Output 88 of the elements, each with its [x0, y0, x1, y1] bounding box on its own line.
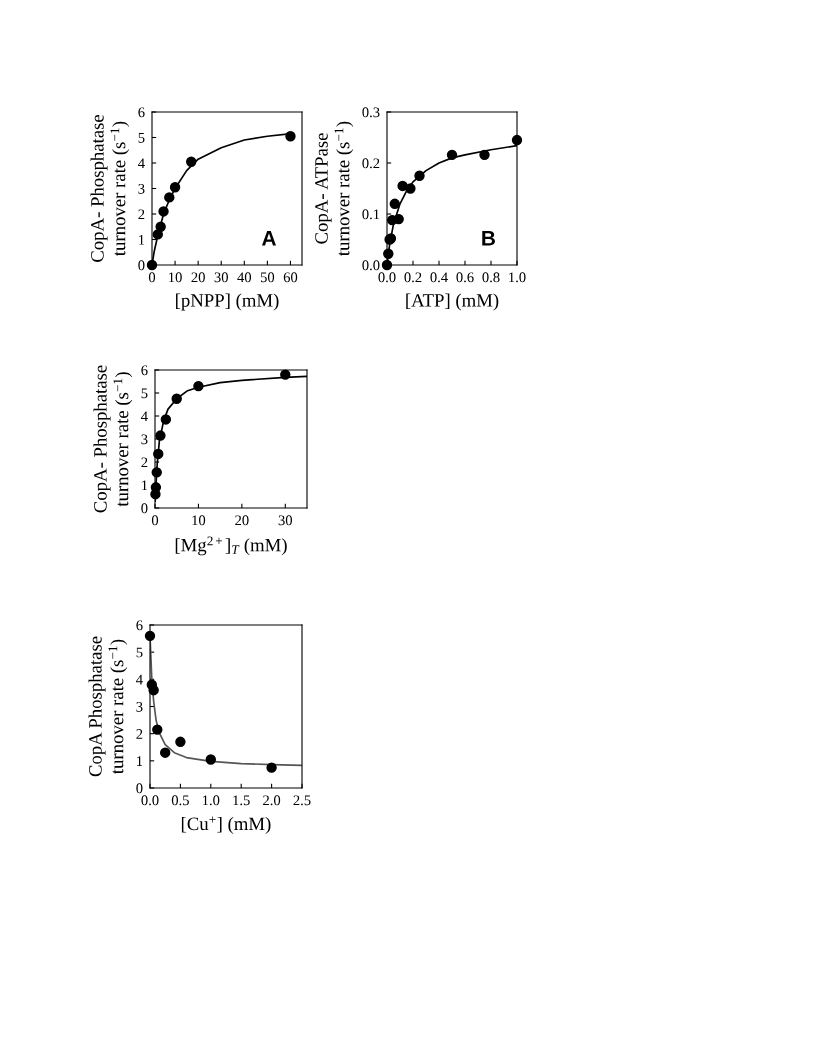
x-axis-title: [Mg$^{2+}$]$_{T}$ (mM): [175, 536, 287, 556]
x-tick-label: 0.2: [404, 272, 422, 283]
y-tick-label: 0.0: [362, 260, 380, 271]
x-tick-label: 20: [235, 515, 249, 526]
point: [446, 149, 458, 161]
y-tick-label: 2: [136, 729, 143, 739]
point: [393, 213, 404, 225]
x-tick-label: 0.4: [430, 272, 448, 283]
point: [169, 182, 181, 193]
x-tick-label: 0.8: [482, 272, 500, 283]
point: [153, 448, 164, 460]
y-tick-label: 2: [138, 209, 145, 220]
x-axis-title: [Cu$^{+}$] (mM): [181, 816, 271, 834]
point: [164, 192, 175, 203]
point: [158, 206, 169, 217]
y-axis-title: CopA- Phosphatase turnover rate (s$^{−1}$): [93, 365, 133, 513]
point: [383, 248, 394, 259]
y-tick-label: 3: [141, 434, 148, 445]
x-tick-label: 1.5: [233, 795, 250, 806]
x-tick-label: 0.0: [378, 272, 396, 283]
annotation: A: [261, 231, 276, 246]
point: [175, 736, 186, 748]
x-tick-label: 0: [151, 515, 159, 526]
y-axis-title: CopA- ATPase turnover rate (s$^{−1}$): [315, 121, 354, 256]
x-tick-label: 1.0: [202, 795, 220, 806]
y-tick-label: 0: [141, 503, 148, 514]
x-axis-title: [pNPP] (mM): [176, 293, 279, 311]
point: [155, 430, 166, 441]
point: [144, 630, 156, 642]
x-tick-label: 60: [283, 272, 298, 283]
x-tick-label: 10: [192, 515, 206, 526]
y-tick-label: 3: [136, 701, 143, 712]
y-tick-label: 6: [136, 620, 143, 631]
y-tick-label: 6: [141, 365, 148, 376]
y-tick-label: 5: [138, 133, 145, 143]
x-axis-title: [ATP] (mM): [406, 293, 499, 311]
x-tick-label: 0.5: [171, 795, 189, 806]
x-tick-label: 0.6: [456, 272, 474, 283]
y-tick-label: 6: [138, 107, 145, 118]
x-tick-label: 50: [260, 272, 275, 283]
point: [280, 369, 291, 380]
point: [381, 259, 393, 271]
point: [205, 754, 216, 765]
point: [151, 467, 162, 478]
x-tick-label: 10: [169, 272, 182, 283]
y-tick-label: 4: [138, 158, 145, 169]
point: [148, 685, 159, 696]
x-tick-label: 30: [214, 272, 228, 283]
x-tick-label: 2.0: [263, 795, 281, 806]
x-tick-label: 2.5: [293, 795, 311, 806]
y-tick-label: 0.2: [362, 158, 380, 169]
y-axis-title: CopA Phosphatase turnover rate (s$^{−1}$): [88, 636, 128, 777]
point: [186, 156, 197, 167]
point: [160, 747, 171, 758]
x-tick-label: 40: [237, 272, 252, 283]
point: [193, 380, 204, 392]
point: [389, 198, 400, 209]
y-tick-label: 4: [141, 411, 148, 422]
point: [146, 259, 158, 271]
y-tick-label: 0: [136, 783, 143, 794]
annotation: B: [482, 231, 495, 246]
point: [479, 149, 490, 161]
x-tick-label: 20: [191, 272, 205, 283]
point: [511, 134, 523, 146]
y-tick-label: 1: [142, 480, 148, 491]
y-tick-label: 0.1: [362, 209, 380, 220]
y-tick-label: 3: [138, 183, 145, 194]
y-tick-label: 1: [137, 756, 143, 766]
x-tick-label: 30: [278, 515, 293, 526]
point: [171, 393, 182, 404]
point: [414, 170, 425, 181]
y-tick-label: 1: [139, 234, 145, 245]
x-tick-label: 1.0: [509, 272, 526, 283]
y-tick-label: 4: [136, 674, 143, 685]
y-tick-label: 5: [136, 647, 143, 658]
point: [266, 762, 277, 773]
point: [405, 183, 416, 194]
y-tick-label: 0.3: [362, 107, 380, 118]
point: [160, 414, 172, 425]
point: [285, 131, 296, 142]
point: [150, 482, 162, 493]
y-tick-label: 2: [141, 457, 148, 468]
y-tick-label: 5: [141, 388, 148, 399]
y-tick-label: 0: [138, 260, 145, 271]
point: [152, 724, 163, 735]
point: [155, 221, 166, 232]
y-axis-title: CopA- Phosphatase turnover rate (s$^{−1}$): [90, 114, 130, 262]
x-tick-label: 0: [148, 272, 156, 283]
